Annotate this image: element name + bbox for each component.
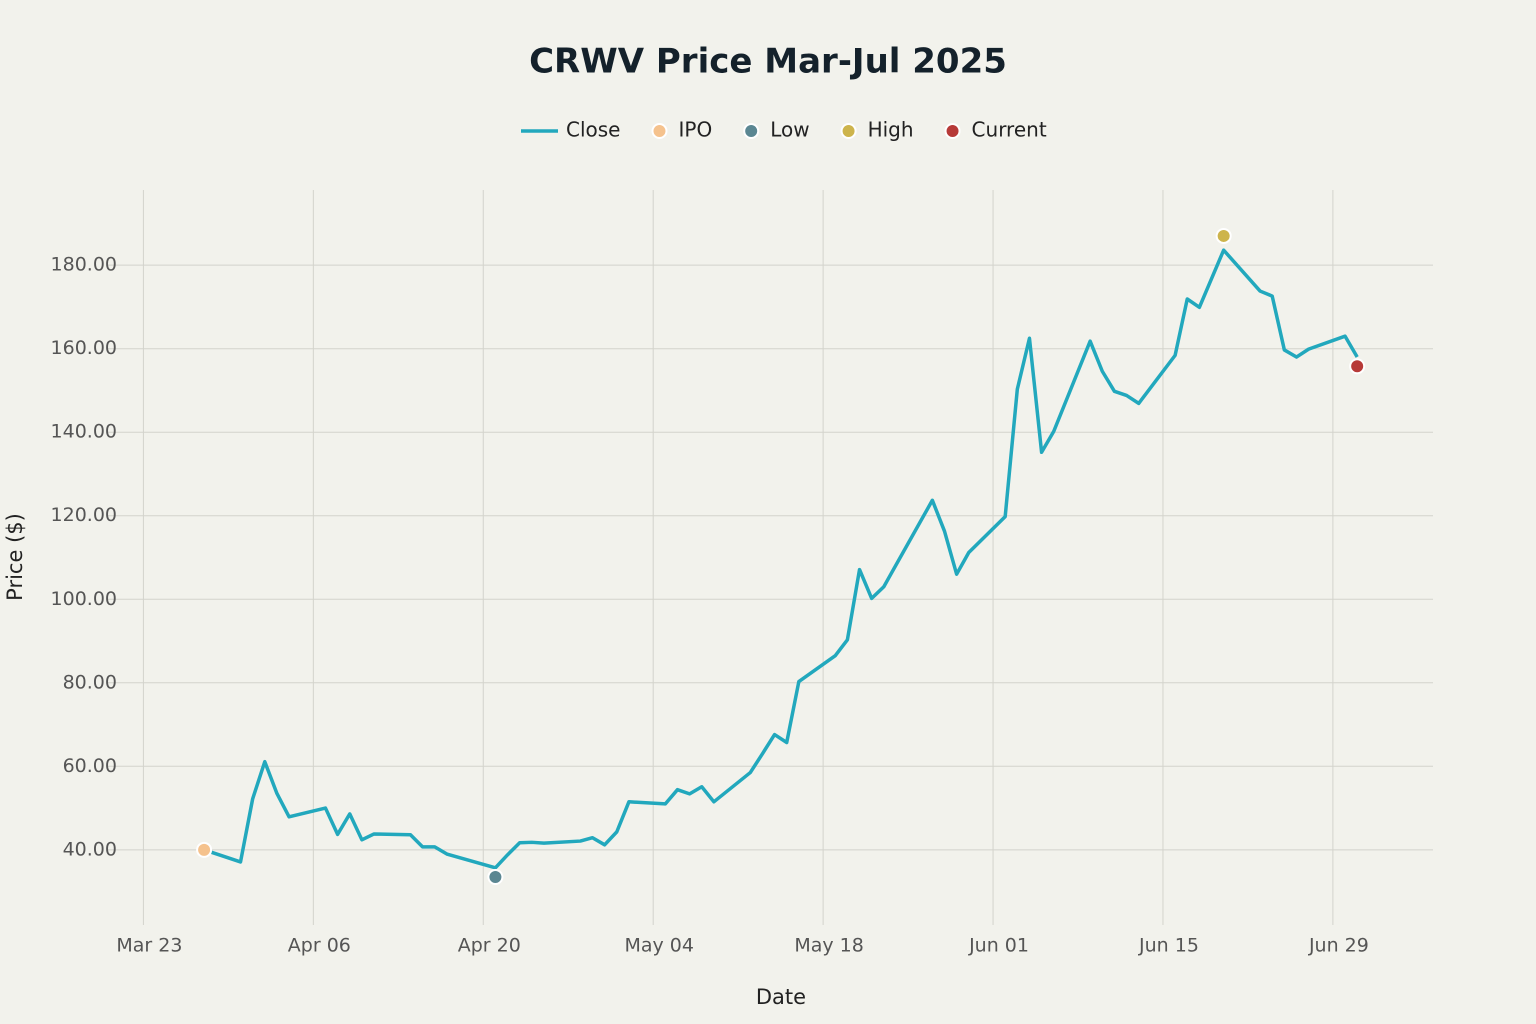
legend-label: IPO xyxy=(678,118,712,142)
plot xyxy=(196,227,1366,885)
x-axis-title: Date xyxy=(756,985,806,1009)
legend-symbol xyxy=(840,123,857,139)
legend-symbol xyxy=(944,123,961,139)
legend-item: High xyxy=(840,118,914,142)
y-tick-label: 180.00 xyxy=(51,254,117,276)
marker xyxy=(196,841,213,858)
legend-label: Close xyxy=(566,118,620,142)
y-tick-label: 140.00 xyxy=(51,421,117,443)
legend-item: IPO xyxy=(651,118,712,142)
marker xyxy=(1349,358,1366,375)
x-tick-label: May 04 xyxy=(624,935,694,957)
legend-symbol xyxy=(651,123,668,139)
x-tick-label: Apr 20 xyxy=(458,935,521,957)
y-tick-label: 80.00 xyxy=(63,671,117,693)
chart-title: CRWV Price Mar-Jul 2025 xyxy=(529,42,1007,82)
close-line xyxy=(203,248,1359,870)
legend-label: High xyxy=(868,118,914,142)
x-tick-label: Jun 15 xyxy=(1138,935,1199,957)
x-tick-label: May 18 xyxy=(794,935,864,957)
legend-item: Close xyxy=(521,118,620,142)
legend-item: Low xyxy=(743,118,810,142)
grid: 40.00 60.00 80.00 100.00 120.00 140.00 160.00 1… xyxy=(51,190,1433,957)
marker xyxy=(1215,227,1232,244)
legend-label: Low xyxy=(770,118,809,142)
legend-symbol xyxy=(743,123,760,139)
y-tick-label: 120.00 xyxy=(51,504,117,526)
x-tick-label: Jun 29 xyxy=(1308,935,1369,957)
marker xyxy=(487,868,504,885)
y-tick-label: 60.00 xyxy=(63,755,117,777)
y-tick-label: 160.00 xyxy=(51,337,117,359)
legend-label: Current xyxy=(972,118,1047,142)
y-tick-label: 40.00 xyxy=(63,838,117,860)
legend: Close IPO Low High Current xyxy=(521,118,1047,142)
x-tick-label: Mar 23 xyxy=(116,935,182,957)
x-tick-label: Jun 01 xyxy=(968,935,1029,957)
y-tick-label: 100.00 xyxy=(51,588,117,610)
x-tick-label: Apr 06 xyxy=(288,935,351,957)
y-axis-title: Price ($) xyxy=(3,513,27,601)
legend-item: Current xyxy=(944,118,1047,142)
